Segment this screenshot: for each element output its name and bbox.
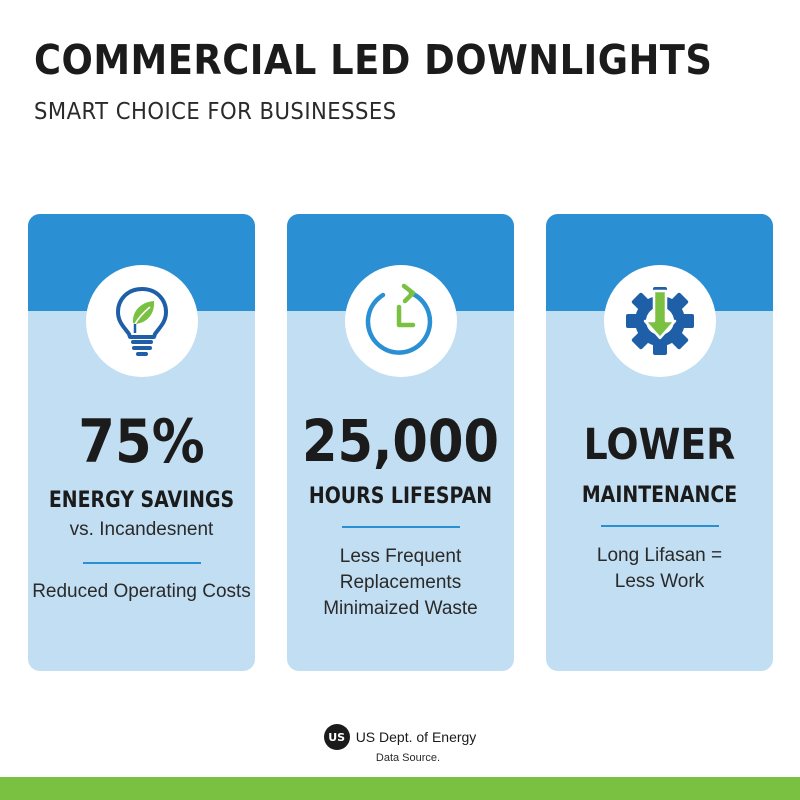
lower-maintenance-line-1: Long Lifasan = (596, 545, 723, 566)
card-divider (82, 562, 201, 564)
clock-refresh-icon (344, 265, 457, 377)
gear-down-arrow-icon (603, 265, 716, 377)
source-note: Data Source. (375, 752, 441, 764)
page-title: COMMERCIAL LED DOWNLIGHTS (34, 36, 713, 84)
lower-maintenance-value: LOWER (583, 420, 736, 470)
source-row: US US Dept. of Energy (323, 724, 477, 750)
source-name: US Dept. of Energy (355, 729, 477, 745)
energy-savings-label: ENERGY SAVINGS (48, 488, 235, 513)
page-subtitle: SMART CHOICE FOR BUSINESSES (34, 99, 397, 125)
energy-savings-line-1: Reduced Operating Costs (32, 581, 251, 602)
lightbulb-leaf-icon (85, 265, 198, 377)
infographic-header: COMMERCIAL LED DOWNLIGHTS SMART CHOICE F… (34, 36, 788, 126)
us-seal-logo: US (323, 724, 350, 750)
card-divider (341, 526, 460, 528)
lightbulb-leaf-icon-graphic (115, 287, 168, 356)
card-divider (600, 525, 719, 527)
hours-lifespan-line-3: Minimaized Waste (323, 598, 478, 619)
hours-lifespan-label: HOURS LIFESPAN (308, 484, 493, 509)
energy-savings-note: vs. Incandesnent (69, 519, 214, 540)
clock-refresh-icon-graphic (365, 283, 432, 355)
lower-maintenance-body: LOWER MAINTENANCE Long Lifasan = Less Wo… (546, 424, 773, 595)
energy-savings-body: 75% ENERGY SAVINGS vs. Incandesnent Redu… (28, 412, 255, 605)
hours-lifespan-card: 25,000 HOURS LIFESPAN Less Frequent Repl… (287, 214, 514, 671)
source-footer: US US Dept. of Energy Data Source. (0, 724, 800, 764)
energy-savings-card: 75% ENERGY SAVINGS vs. Incandesnent Redu… (28, 214, 255, 671)
hours-lifespan-value: 25,000 (302, 407, 499, 475)
gear-down-arrow-icon-graphic (625, 287, 694, 355)
hours-lifespan-line-1: Less Frequent (339, 546, 462, 567)
bottom-accent-bar (0, 777, 800, 800)
lower-maintenance-card: LOWER MAINTENANCE Long Lifasan = Less Wo… (546, 214, 773, 671)
energy-savings-value: 75% (78, 407, 205, 477)
hours-lifespan-line-2: Replacements (339, 572, 462, 593)
lower-maintenance-label: MAINTENANCE (581, 483, 738, 508)
lower-maintenance-line-2: Less Work (614, 571, 705, 592)
hours-lifespan-body: 25,000 HOURS LIFESPAN Less Frequent Repl… (287, 412, 514, 622)
